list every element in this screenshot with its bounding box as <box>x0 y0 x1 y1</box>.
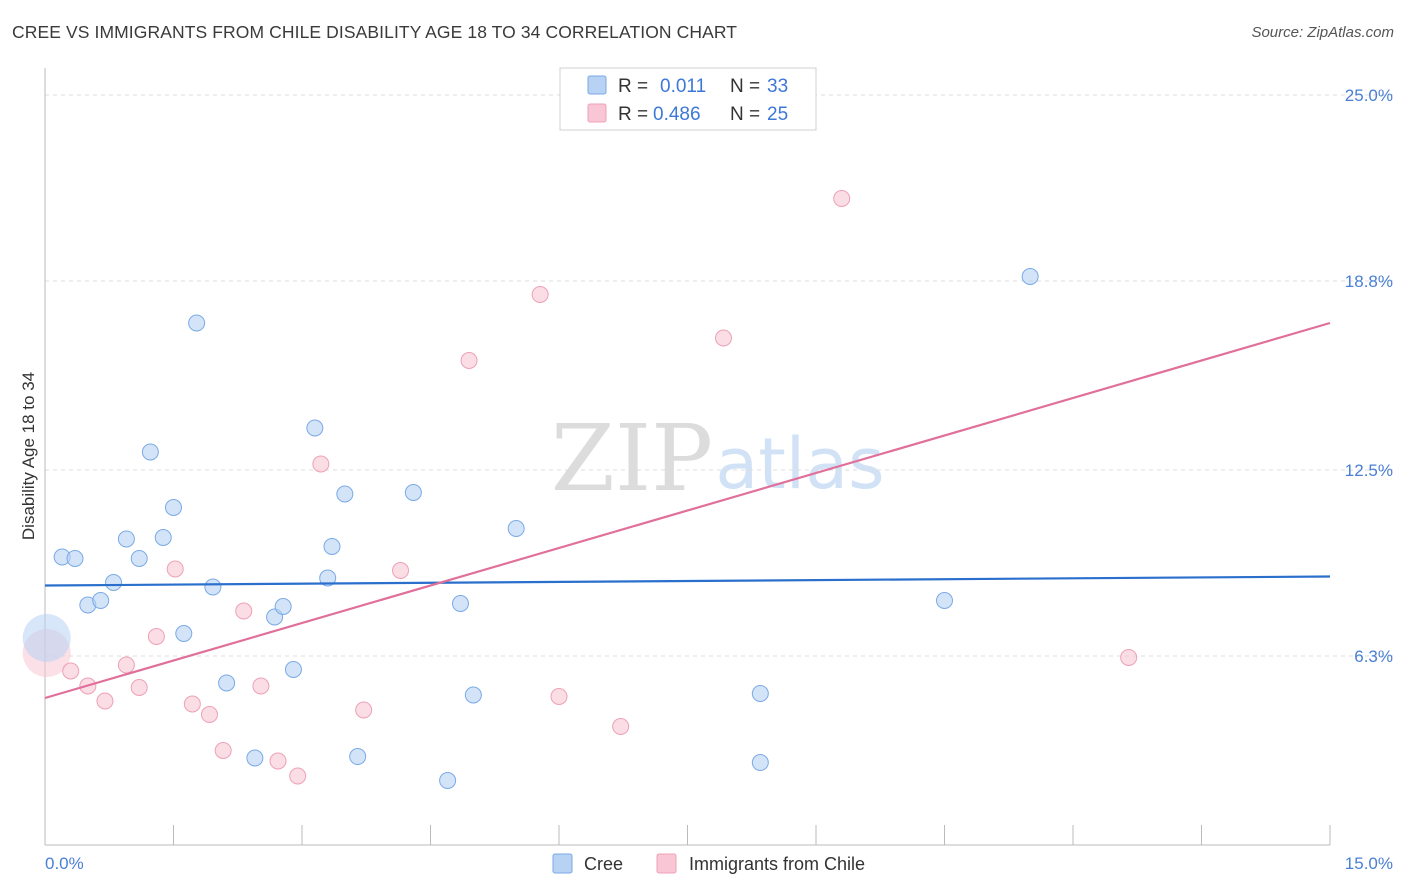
data-point-chile <box>312 455 330 473</box>
data-point-chile <box>289 767 307 785</box>
data-point-chile <box>392 562 410 579</box>
data-point-cree <box>154 529 172 546</box>
data-point-cree <box>274 598 292 615</box>
data-point-cree <box>751 685 769 702</box>
data-point-cree <box>117 530 135 548</box>
data-point-chile <box>460 352 478 369</box>
data-point-chile <box>531 286 549 303</box>
trend-line-chile <box>44 321 1331 700</box>
legend-r-label-chile: R = <box>618 104 648 125</box>
series-cree-points <box>22 268 1039 789</box>
data-point-cree <box>1021 268 1039 285</box>
legend-n-value-cree: 33 <box>767 76 788 97</box>
data-point-chile <box>62 662 80 680</box>
data-point-chile <box>130 679 148 696</box>
data-point-chile <box>550 688 568 705</box>
chart-title: CREE VS IMMIGRANTS FROM CHILE DISABILITY… <box>12 22 738 42</box>
data-point-cree <box>130 550 148 567</box>
data-point-cree <box>165 499 182 516</box>
series-chile-points <box>22 190 1138 785</box>
data-point-cree <box>451 595 469 612</box>
data-point-chile <box>96 692 114 710</box>
data-point-cree <box>218 674 236 692</box>
legend-r-label-cree: R = <box>618 76 648 97</box>
data-point-chile <box>117 656 135 674</box>
source-credit: Source: ZipAtlas.com <box>1251 24 1394 41</box>
data-point-cree <box>323 538 341 555</box>
watermark-zip: ZIP <box>551 405 713 512</box>
data-point-chile <box>214 742 232 759</box>
data-point-cree <box>464 686 482 704</box>
legend-n-value-chile: 25 <box>767 104 788 125</box>
x-tick-label-max: 15.0% <box>1345 854 1393 873</box>
data-point-chile <box>252 677 270 695</box>
y-tick-label: 18.8% <box>1345 272 1393 291</box>
data-point-cree <box>349 748 367 765</box>
data-point-chile <box>166 560 184 578</box>
data-point-cree <box>507 520 525 537</box>
x-tick-label-min: 0.0% <box>45 854 84 873</box>
bottom-legend-label-chile: Immigrants from Chile <box>689 854 865 874</box>
legend: R = 0.011 N = 33 R = 0.486 N = 25 <box>559 67 817 131</box>
data-point-cree <box>141 443 159 461</box>
x-axis-ticks <box>44 825 1331 845</box>
gridlines <box>45 94 1393 657</box>
data-point-cree <box>92 592 110 609</box>
bottom-legend-label-cree: Cree <box>584 854 623 874</box>
data-point-cree <box>336 485 354 503</box>
data-point-cree <box>936 592 953 609</box>
data-point-chile <box>200 706 218 723</box>
data-point-chile <box>1120 649 1138 666</box>
data-point-cree <box>284 661 302 678</box>
data-point-cree <box>66 550 84 567</box>
data-point-cree <box>404 484 422 501</box>
trend-line-cree <box>44 575 1331 587</box>
data-point-cree <box>246 749 264 767</box>
data-point-chile <box>833 190 851 207</box>
data-point-cree <box>188 314 206 332</box>
data-point-chile <box>269 752 287 770</box>
data-point-chile <box>235 602 253 620</box>
legend-n-label-cree: N = <box>730 76 760 97</box>
data-point-cree <box>22 614 71 662</box>
data-point-cree <box>105 574 123 591</box>
y-tick-label: 12.5% <box>1345 461 1393 480</box>
legend-swatch-cree <box>587 75 607 95</box>
legend-r-value-chile: 0.486 <box>653 104 701 125</box>
data-point-cree <box>175 625 193 642</box>
data-point-cree <box>306 419 324 437</box>
data-point-chile <box>612 718 630 735</box>
y-axis-label: Disability Age 18 to 34 <box>19 372 38 540</box>
data-point-cree <box>319 569 337 587</box>
legend-swatch-chile <box>587 103 607 123</box>
bottom-legend-swatch-cree <box>552 853 573 874</box>
legend-r-value-cree: 0.011 <box>660 76 706 97</box>
data-point-cree <box>204 578 222 596</box>
data-point-chile <box>183 695 201 713</box>
data-point-chile <box>147 628 165 645</box>
y-tick-label: 6.3% <box>1354 647 1393 666</box>
data-point-chile <box>714 329 732 347</box>
watermark-atlas: atlas <box>715 423 884 505</box>
y-tick-label: 25.0% <box>1345 86 1393 105</box>
bottom-legend-swatch-chile <box>656 853 677 874</box>
bottom-legend: Cree Immigrants from Chile <box>552 853 865 874</box>
data-point-chile <box>355 701 373 719</box>
data-point-cree <box>751 754 769 771</box>
legend-n-label-chile: N = <box>730 104 760 125</box>
data-point-cree <box>439 772 457 789</box>
y-tick-labels: 6.3% 12.5% 18.8% 25.0% <box>1345 86 1393 666</box>
